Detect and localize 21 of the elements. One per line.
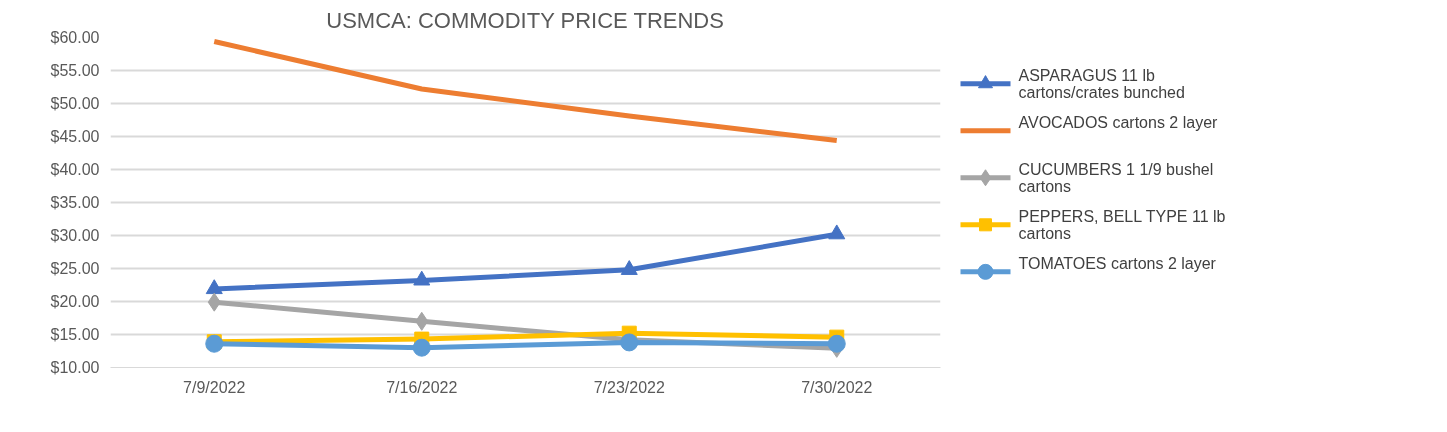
legend-label: PEPPERS, BELL TYPE 11 lb cartons	[1018, 207, 1226, 242]
x-tick-label: 7/9/2022	[183, 378, 246, 396]
y-tick-label: $15.00	[50, 326, 100, 343]
chart-title: USMCA: COMMODITY PRICE TRENDS	[326, 7, 724, 33]
y-tick-label: $10.00	[50, 359, 100, 376]
y-tick-label: $30.00	[50, 227, 100, 244]
x-tick-label: 7/30/2022	[801, 378, 873, 396]
y-tick-label: $45.00	[50, 128, 100, 145]
y-tick-label: $40.00	[50, 161, 100, 178]
legend-label: CUCUMBERS 1 1/9 bushel cartons	[1018, 160, 1214, 195]
y-tick-label: $60.00	[50, 29, 100, 46]
legend-label: AVOCADOS cartons 2 layer	[1018, 113, 1219, 131]
legend-label: TOMATOES cartons 2 layer	[1018, 254, 1217, 272]
y-tick-label: $25.00	[50, 260, 100, 277]
legend-label: ASPARAGUS 11 lb cartons/crates bunched	[1018, 66, 1185, 101]
x-tick-label: 7/23/2022	[593, 378, 665, 396]
x-tick-label: 7/16/2022	[386, 378, 458, 396]
y-tick-label: $55.00	[50, 62, 100, 79]
y-tick-label: $20.00	[50, 293, 100, 310]
y-tick-label: $35.00	[50, 194, 100, 211]
y-tick-label: $50.00	[50, 95, 100, 112]
